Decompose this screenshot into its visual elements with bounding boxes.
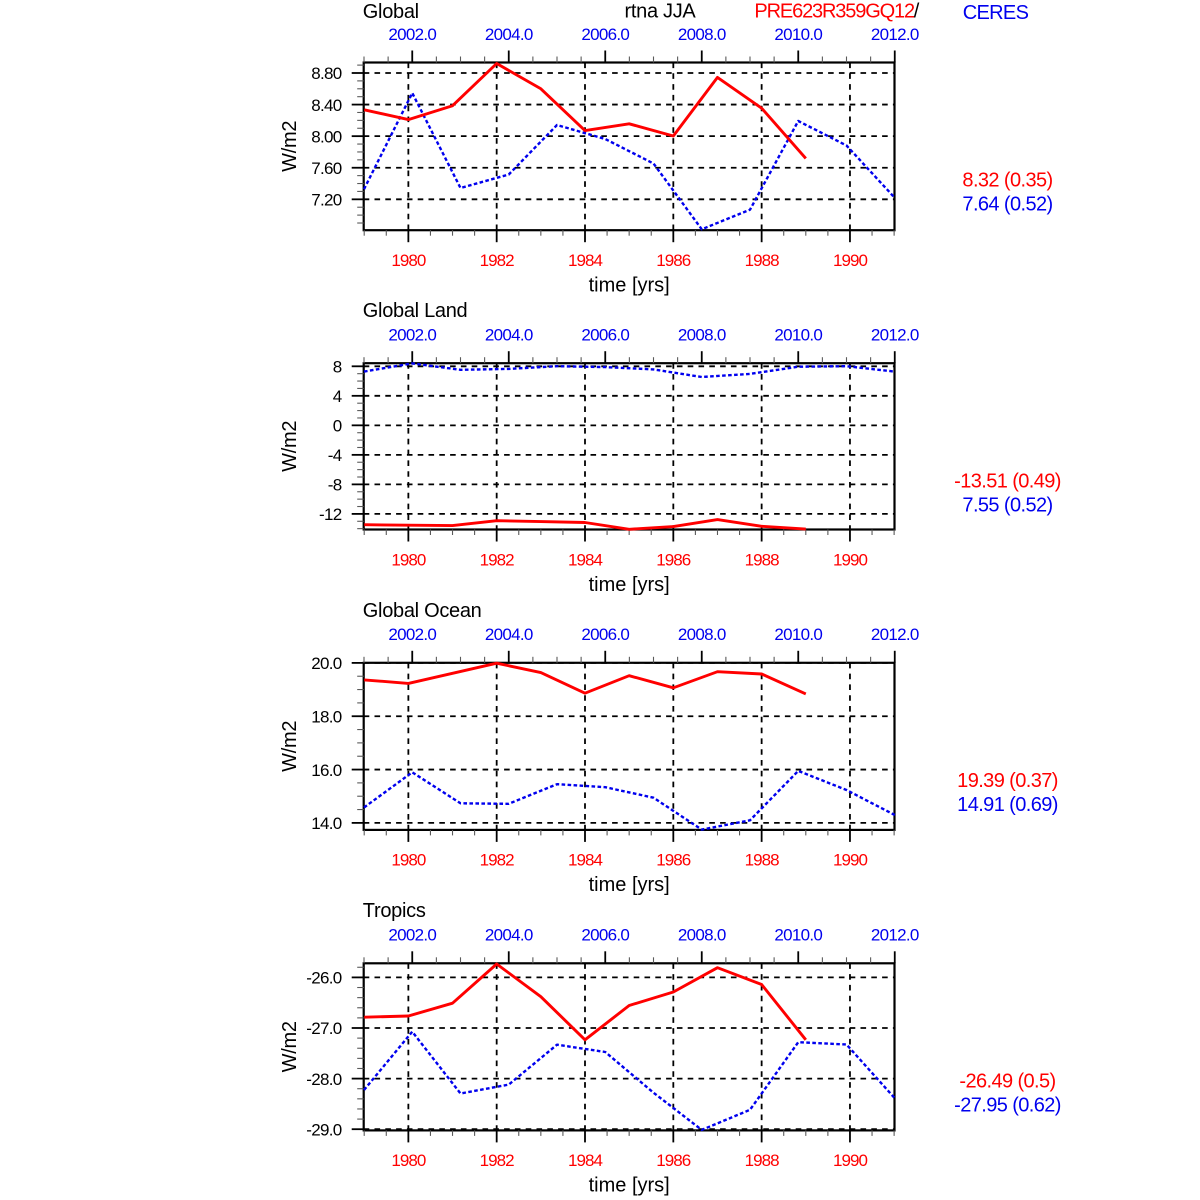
svg-text:2012.0: 2012.0 bbox=[871, 625, 919, 644]
svg-text:time [yrs]: time [yrs] bbox=[589, 574, 670, 596]
svg-text:-8: -8 bbox=[328, 476, 342, 495]
svg-text:18.0: 18.0 bbox=[311, 707, 342, 726]
svg-text:16.0: 16.0 bbox=[311, 761, 342, 780]
svg-text:W/m2: W/m2 bbox=[279, 721, 301, 772]
svg-text:2012.0: 2012.0 bbox=[871, 326, 919, 345]
svg-text:2010.0: 2010.0 bbox=[774, 625, 822, 644]
svg-text:1984: 1984 bbox=[568, 550, 603, 569]
svg-text:1990: 1990 bbox=[833, 1151, 868, 1170]
svg-text:4: 4 bbox=[333, 387, 342, 406]
svg-text:1980: 1980 bbox=[391, 851, 426, 870]
svg-text:1988: 1988 bbox=[745, 1151, 780, 1170]
svg-text:Tropics: Tropics bbox=[363, 900, 426, 922]
svg-text:/: / bbox=[914, 1, 920, 23]
svg-text:Global: Global bbox=[363, 1, 419, 23]
svg-text:1984: 1984 bbox=[568, 851, 603, 870]
svg-text:19.39 (0.37): 19.39 (0.37) bbox=[957, 770, 1058, 792]
svg-text:1990: 1990 bbox=[833, 251, 868, 270]
svg-text:time [yrs]: time [yrs] bbox=[589, 874, 670, 896]
svg-text:2004.0: 2004.0 bbox=[485, 926, 533, 945]
svg-text:rtna JJA: rtna JJA bbox=[625, 1, 697, 23]
svg-text:2006.0: 2006.0 bbox=[581, 25, 629, 44]
svg-text:-27.95 (0.62): -27.95 (0.62) bbox=[954, 1095, 1061, 1117]
svg-text:1986: 1986 bbox=[656, 251, 691, 270]
svg-text:1982: 1982 bbox=[480, 851, 515, 870]
svg-text:1980: 1980 bbox=[391, 1151, 426, 1170]
svg-text:2002.0: 2002.0 bbox=[388, 326, 436, 345]
svg-text:8.32 (0.35): 8.32 (0.35) bbox=[962, 170, 1052, 192]
svg-text:W/m2: W/m2 bbox=[279, 121, 301, 172]
svg-text:-26.0: -26.0 bbox=[306, 969, 341, 988]
svg-text:8.80: 8.80 bbox=[311, 64, 342, 83]
svg-text:-28.0: -28.0 bbox=[306, 1070, 341, 1089]
svg-text:1980: 1980 bbox=[391, 251, 426, 270]
svg-text:2004.0: 2004.0 bbox=[485, 25, 533, 44]
svg-text:2008.0: 2008.0 bbox=[678, 326, 726, 345]
svg-text:2006.0: 2006.0 bbox=[581, 625, 629, 644]
svg-text:Global Ocean: Global Ocean bbox=[363, 600, 482, 622]
svg-text:2010.0: 2010.0 bbox=[774, 326, 822, 345]
svg-text:2008.0: 2008.0 bbox=[678, 926, 726, 945]
svg-text:0: 0 bbox=[333, 417, 342, 436]
svg-text:1986: 1986 bbox=[656, 1151, 691, 1170]
svg-text:-13.51 (0.49): -13.51 (0.49) bbox=[954, 470, 1061, 492]
svg-text:2002.0: 2002.0 bbox=[388, 926, 436, 945]
svg-text:2010.0: 2010.0 bbox=[774, 25, 822, 44]
svg-text:1986: 1986 bbox=[656, 550, 691, 569]
svg-text:14.91 (0.69): 14.91 (0.69) bbox=[957, 794, 1058, 816]
svg-text:2012.0: 2012.0 bbox=[871, 25, 919, 44]
svg-text:time [yrs]: time [yrs] bbox=[589, 275, 670, 297]
svg-text:1986: 1986 bbox=[656, 851, 691, 870]
svg-text:1988: 1988 bbox=[745, 251, 780, 270]
svg-text:2004.0: 2004.0 bbox=[485, 326, 533, 345]
svg-text:2012.0: 2012.0 bbox=[871, 926, 919, 945]
svg-text:2006.0: 2006.0 bbox=[581, 926, 629, 945]
svg-text:-12: -12 bbox=[319, 505, 342, 524]
svg-text:1982: 1982 bbox=[480, 251, 515, 270]
svg-text:W/m2: W/m2 bbox=[279, 1021, 301, 1072]
svg-text:Global Land: Global Land bbox=[363, 300, 468, 322]
svg-text:7.55 (0.52): 7.55 (0.52) bbox=[962, 494, 1052, 516]
svg-text:20.0: 20.0 bbox=[311, 654, 342, 673]
svg-text:8: 8 bbox=[333, 358, 342, 377]
svg-text:7.60: 7.60 bbox=[311, 159, 342, 178]
svg-text:1984: 1984 bbox=[568, 251, 603, 270]
svg-text:1988: 1988 bbox=[745, 550, 780, 569]
svg-text:1990: 1990 bbox=[833, 550, 868, 569]
svg-text:-26.49 (0.5): -26.49 (0.5) bbox=[959, 1071, 1055, 1093]
svg-text:2004.0: 2004.0 bbox=[485, 625, 533, 644]
svg-text:2002.0: 2002.0 bbox=[388, 625, 436, 644]
svg-text:2006.0: 2006.0 bbox=[581, 326, 629, 345]
svg-text:2008.0: 2008.0 bbox=[678, 25, 726, 44]
svg-text:PRE623R359GQ12: PRE623R359GQ12 bbox=[754, 1, 915, 23]
svg-text:7.64 (0.52): 7.64 (0.52) bbox=[962, 194, 1052, 216]
svg-text:7.20: 7.20 bbox=[311, 191, 342, 210]
svg-text:2008.0: 2008.0 bbox=[678, 625, 726, 644]
svg-text:2010.0: 2010.0 bbox=[774, 926, 822, 945]
svg-text:2002.0: 2002.0 bbox=[388, 25, 436, 44]
svg-text:1982: 1982 bbox=[480, 550, 515, 569]
svg-text:1982: 1982 bbox=[480, 1151, 515, 1170]
svg-text:14.0: 14.0 bbox=[311, 814, 342, 833]
svg-text:W/m2: W/m2 bbox=[279, 421, 301, 472]
svg-text:1980: 1980 bbox=[391, 550, 426, 569]
svg-text:CERES: CERES bbox=[963, 2, 1029, 24]
svg-text:-4: -4 bbox=[328, 446, 342, 465]
svg-text:8.00: 8.00 bbox=[311, 127, 342, 146]
svg-text:-27.0: -27.0 bbox=[306, 1019, 341, 1038]
svg-text:1988: 1988 bbox=[745, 851, 780, 870]
svg-text:1990: 1990 bbox=[833, 851, 868, 870]
svg-text:8.40: 8.40 bbox=[311, 96, 342, 115]
svg-text:-29.0: -29.0 bbox=[306, 1120, 341, 1139]
svg-text:1984: 1984 bbox=[568, 1151, 603, 1170]
svg-text:time [yrs]: time [yrs] bbox=[589, 1175, 670, 1197]
